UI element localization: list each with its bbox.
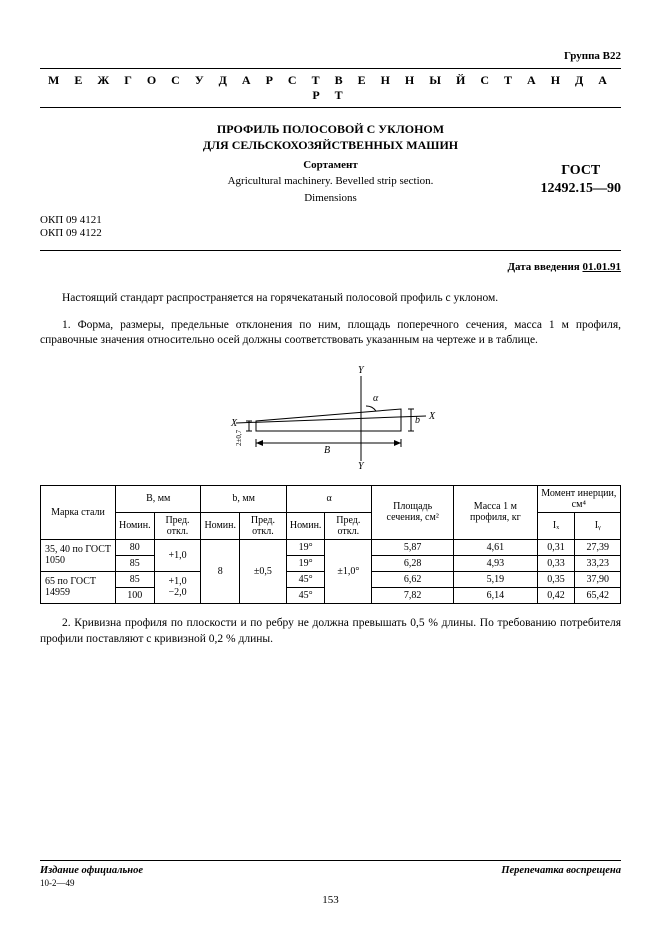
th-moment: Момент инерции, см⁴ bbox=[537, 485, 620, 512]
cell: 0,42 bbox=[537, 587, 575, 603]
cell-steel: 65 по ГОСТ 14959 bbox=[41, 571, 116, 603]
page-number: 153 bbox=[40, 894, 621, 906]
label-X-right: X bbox=[428, 411, 436, 422]
th-b: b, мм bbox=[201, 485, 286, 512]
cell: 85 bbox=[116, 571, 155, 587]
divider bbox=[40, 250, 621, 251]
cell: 19° bbox=[286, 555, 325, 571]
cell: 5,87 bbox=[372, 539, 454, 555]
label-X-left: X bbox=[230, 418, 238, 429]
th-a-nom: Номин. bbox=[286, 512, 325, 539]
label-b: b bbox=[415, 415, 420, 426]
gost-number-box: ГОСТ 12492.15—90 bbox=[541, 162, 622, 198]
standard-banner: М Е Ж Г О С У Д А Р С Т В Е Н Н Ы Й С Т … bbox=[40, 68, 621, 108]
cell: 5,19 bbox=[454, 571, 538, 587]
label-B: B bbox=[324, 445, 330, 456]
label-Y-top: Y bbox=[358, 365, 365, 376]
cell: 6,28 bbox=[372, 555, 454, 571]
cell: 80 bbox=[116, 539, 155, 555]
okp-1: ОКП 09 4121 bbox=[40, 214, 621, 227]
th-area: Площадь сечения, см² bbox=[372, 485, 454, 539]
cell: 4,61 bbox=[454, 539, 538, 555]
cell: 33,23 bbox=[575, 555, 621, 571]
th-alpha: α bbox=[286, 485, 371, 512]
cell: 4,93 bbox=[454, 555, 538, 571]
cell: 37,90 bbox=[575, 571, 621, 587]
footer-code: 10-2—49 bbox=[40, 878, 75, 888]
cell: 7,82 bbox=[372, 587, 454, 603]
label-alpha: α bbox=[373, 393, 379, 404]
cell: ±0,5 bbox=[240, 539, 287, 603]
th-B: B, мм bbox=[116, 485, 201, 512]
cell: 19° bbox=[286, 539, 325, 555]
label-tolerance: 2±0,7 bbox=[235, 429, 243, 446]
english-title-2: Dimensions bbox=[40, 192, 621, 205]
cell: +1,0 −2,0 bbox=[154, 571, 201, 603]
paragraph-2: 1. Форма, размеры, предельные отклонения… bbox=[40, 318, 621, 349]
th-B-pred: Пред. откл. bbox=[154, 512, 201, 539]
intro-date-label: Дата введения bbox=[507, 261, 582, 273]
dimensions-table: Марка стали B, мм b, мм α Площадь сечени… bbox=[40, 485, 621, 604]
okp-codes: ОКП 09 4121 ОКП 09 4122 bbox=[40, 214, 621, 240]
cell: 6,14 bbox=[454, 587, 538, 603]
cell: 0,31 bbox=[537, 539, 575, 555]
gost-label: ГОСТ bbox=[541, 162, 622, 180]
group-code: Группа В22 bbox=[40, 50, 621, 62]
cell: 0,33 bbox=[537, 555, 575, 571]
cell: 100 bbox=[116, 587, 155, 603]
cell: 6,62 bbox=[372, 571, 454, 587]
th-b-pred: Пред. откл. bbox=[240, 512, 287, 539]
cell: 45° bbox=[286, 571, 325, 587]
cell: 85 bbox=[116, 555, 155, 571]
th-b-nom: Номин. bbox=[201, 512, 240, 539]
title-line1: ПРОФИЛЬ ПОЛОСОВОЙ С УКЛОНОМ bbox=[40, 122, 621, 138]
cell-steel: 35, 40 по ГОСТ 1050 bbox=[41, 539, 116, 571]
intro-date-value: 01.01.91 bbox=[583, 261, 622, 273]
profile-diagram: X X Y Y α b B 2±0,7 bbox=[201, 361, 461, 471]
th-Ix: Iₓ bbox=[537, 512, 575, 539]
footer-left: Издание официальное bbox=[40, 865, 143, 876]
subtitle: Сортамент bbox=[40, 159, 621, 171]
th-Iy: Iᵧ bbox=[575, 512, 621, 539]
th-mass: Масса 1 м профиля, кг bbox=[454, 485, 538, 539]
table-row: 35, 40 по ГОСТ 1050 80 +1,0 8 ±0,5 19° ±… bbox=[41, 539, 621, 555]
footer-right: Перепечатка воспрещена bbox=[501, 865, 621, 876]
th-steel: Марка стали bbox=[41, 485, 116, 539]
table-body: 35, 40 по ГОСТ 1050 80 +1,0 8 ±0,5 19° ±… bbox=[41, 539, 621, 603]
title-line2: ДЛЯ СЕЛЬСКОХОЗЯЙСТВЕННЫХ МАШИН bbox=[40, 138, 621, 154]
cell: 27,39 bbox=[575, 539, 621, 555]
introduction-date: Дата введения 01.01.91 bbox=[40, 261, 621, 273]
page: Группа В22 М Е Ж Г О С У Д А Р С Т В Е Н… bbox=[0, 0, 661, 936]
paragraph-3: 2. Кривизна профиля по плоскости и по ре… bbox=[40, 616, 621, 647]
title-block: ПРОФИЛЬ ПОЛОСОВОЙ С УКЛОНОМ ДЛЯ СЕЛЬСКОХ… bbox=[40, 122, 621, 206]
english-title-1: Agricultural machinery. Bevelled strip s… bbox=[40, 175, 621, 188]
th-a-pred: Пред. откл. bbox=[325, 512, 372, 539]
cell: 8 bbox=[201, 539, 240, 603]
cell: ±1,0° bbox=[325, 539, 372, 603]
page-footer: Издание официальное Перепечатка воспреще… bbox=[40, 860, 621, 906]
cell: 0,35 bbox=[537, 571, 575, 587]
cell: +1,0 bbox=[154, 539, 201, 571]
cell: 45° bbox=[286, 587, 325, 603]
th-B-nom: Номин. bbox=[116, 512, 155, 539]
okp-2: ОКП 09 4122 bbox=[40, 227, 621, 240]
gost-number: 12492.15—90 bbox=[541, 180, 622, 198]
cell: 65,42 bbox=[575, 587, 621, 603]
paragraph-1: Настоящий стандарт распространяется на г… bbox=[40, 291, 621, 307]
label-Y-bottom: Y bbox=[358, 461, 365, 471]
